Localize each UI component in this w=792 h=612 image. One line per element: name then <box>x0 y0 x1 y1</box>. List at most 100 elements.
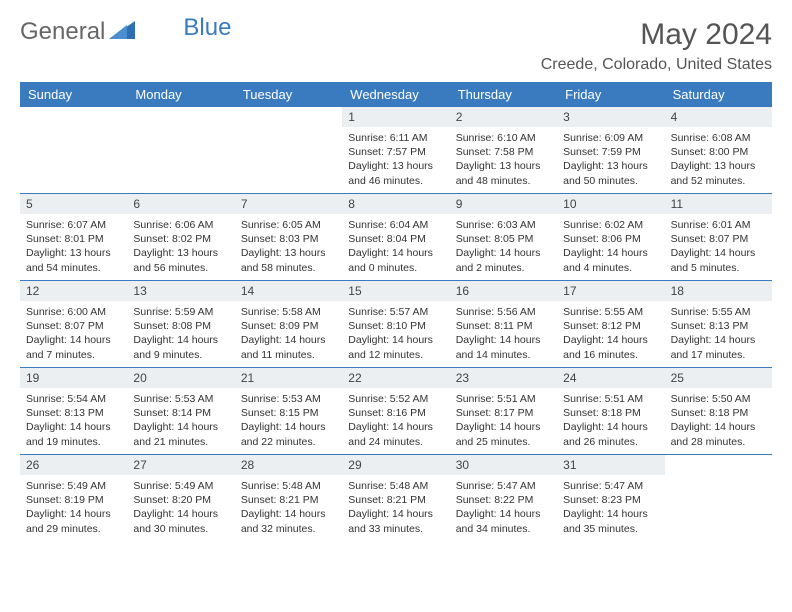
sunset-text: Sunset: 7:57 PM <box>348 145 443 159</box>
day-body: Sunrise: 5:47 AMSunset: 8:22 PMDaylight:… <box>450 475 557 540</box>
day-cell: 25Sunrise: 5:50 AMSunset: 8:18 PMDayligh… <box>665 368 772 454</box>
day-body: Sunrise: 5:49 AMSunset: 8:19 PMDaylight:… <box>20 475 127 540</box>
day-number <box>127 107 234 113</box>
day-cell: 27Sunrise: 5:49 AMSunset: 8:20 PMDayligh… <box>127 455 234 541</box>
day-number: 16 <box>450 281 557 301</box>
location: Creede, Colorado, United States <box>541 56 772 74</box>
sunrise-text: Sunrise: 5:53 AM <box>241 392 336 406</box>
sunrise-text: Sunrise: 6:06 AM <box>133 218 228 232</box>
day-cell: 5Sunrise: 6:07 AMSunset: 8:01 PMDaylight… <box>20 194 127 280</box>
sunrise-text: Sunrise: 6:00 AM <box>26 305 121 319</box>
day-cell: 7Sunrise: 6:05 AMSunset: 8:03 PMDaylight… <box>235 194 342 280</box>
day-body: Sunrise: 5:51 AMSunset: 8:17 PMDaylight:… <box>450 388 557 453</box>
sunrise-text: Sunrise: 6:03 AM <box>456 218 551 232</box>
day-body: Sunrise: 6:02 AMSunset: 8:06 PMDaylight:… <box>557 214 664 279</box>
day-number: 26 <box>20 455 127 475</box>
day-number: 11 <box>665 194 772 214</box>
sunset-text: Sunset: 8:07 PM <box>671 232 766 246</box>
day-number: 15 <box>342 281 449 301</box>
day-number: 24 <box>557 368 664 388</box>
day-cell: 16Sunrise: 5:56 AMSunset: 8:11 PMDayligh… <box>450 281 557 367</box>
day-number <box>20 107 127 113</box>
sunset-text: Sunset: 8:21 PM <box>348 493 443 507</box>
day-cell: 21Sunrise: 5:53 AMSunset: 8:15 PMDayligh… <box>235 368 342 454</box>
day-header: Wednesday <box>342 82 449 107</box>
day-number: 29 <box>342 455 449 475</box>
daylight-text: Daylight: 14 hours and 17 minutes. <box>671 333 766 361</box>
logo-text-general: General <box>20 18 105 46</box>
day-number: 20 <box>127 368 234 388</box>
day-cell: 28Sunrise: 5:48 AMSunset: 8:21 PMDayligh… <box>235 455 342 541</box>
day-number: 1 <box>342 107 449 127</box>
sunrise-text: Sunrise: 5:55 AM <box>563 305 658 319</box>
daylight-text: Daylight: 13 hours and 48 minutes. <box>456 159 551 187</box>
day-cell: 30Sunrise: 5:47 AMSunset: 8:22 PMDayligh… <box>450 455 557 541</box>
day-body: Sunrise: 5:49 AMSunset: 8:20 PMDaylight:… <box>127 475 234 540</box>
day-body: Sunrise: 5:48 AMSunset: 8:21 PMDaylight:… <box>342 475 449 540</box>
sunrise-text: Sunrise: 5:54 AM <box>26 392 121 406</box>
daylight-text: Daylight: 13 hours and 52 minutes. <box>671 159 766 187</box>
sunrise-text: Sunrise: 6:08 AM <box>671 131 766 145</box>
sunset-text: Sunset: 8:08 PM <box>133 319 228 333</box>
day-cell: 22Sunrise: 5:52 AMSunset: 8:16 PMDayligh… <box>342 368 449 454</box>
day-header-row: SundayMondayTuesdayWednesdayThursdayFrid… <box>20 82 772 107</box>
day-cell: 10Sunrise: 6:02 AMSunset: 8:06 PMDayligh… <box>557 194 664 280</box>
daylight-text: Daylight: 14 hours and 5 minutes. <box>671 246 766 274</box>
sunset-text: Sunset: 8:18 PM <box>671 406 766 420</box>
day-number: 17 <box>557 281 664 301</box>
day-number: 2 <box>450 107 557 127</box>
sunrise-text: Sunrise: 5:59 AM <box>133 305 228 319</box>
sunrise-text: Sunrise: 6:05 AM <box>241 218 336 232</box>
sunrise-text: Sunrise: 6:01 AM <box>671 218 766 232</box>
sunset-text: Sunset: 8:21 PM <box>241 493 336 507</box>
day-number: 8 <box>342 194 449 214</box>
day-body: Sunrise: 6:08 AMSunset: 8:00 PMDaylight:… <box>665 127 772 192</box>
day-cell: 9Sunrise: 6:03 AMSunset: 8:05 PMDaylight… <box>450 194 557 280</box>
daylight-text: Daylight: 14 hours and 22 minutes. <box>241 420 336 448</box>
sunrise-text: Sunrise: 6:07 AM <box>26 218 121 232</box>
week-row: 26Sunrise: 5:49 AMSunset: 8:19 PMDayligh… <box>20 454 772 541</box>
day-body: Sunrise: 5:55 AMSunset: 8:12 PMDaylight:… <box>557 301 664 366</box>
daylight-text: Daylight: 14 hours and 29 minutes. <box>26 507 121 535</box>
daylight-text: Daylight: 13 hours and 54 minutes. <box>26 246 121 274</box>
day-number: 30 <box>450 455 557 475</box>
sunrise-text: Sunrise: 6:10 AM <box>456 131 551 145</box>
day-body: Sunrise: 5:50 AMSunset: 8:18 PMDaylight:… <box>665 388 772 453</box>
day-cell: 13Sunrise: 5:59 AMSunset: 8:08 PMDayligh… <box>127 281 234 367</box>
day-header: Sunday <box>20 82 127 107</box>
sunset-text: Sunset: 8:13 PM <box>26 406 121 420</box>
day-body: Sunrise: 6:06 AMSunset: 8:02 PMDaylight:… <box>127 214 234 279</box>
sunrise-text: Sunrise: 5:56 AM <box>456 305 551 319</box>
day-cell: 12Sunrise: 6:00 AMSunset: 8:07 PMDayligh… <box>20 281 127 367</box>
logo-text-blue: Blue <box>183 14 231 42</box>
day-number: 27 <box>127 455 234 475</box>
sunset-text: Sunset: 8:14 PM <box>133 406 228 420</box>
day-number: 13 <box>127 281 234 301</box>
day-number: 5 <box>20 194 127 214</box>
day-number: 10 <box>557 194 664 214</box>
day-number: 21 <box>235 368 342 388</box>
day-cell <box>235 107 342 193</box>
sunrise-text: Sunrise: 6:02 AM <box>563 218 658 232</box>
day-cell: 14Sunrise: 5:58 AMSunset: 8:09 PMDayligh… <box>235 281 342 367</box>
daylight-text: Daylight: 14 hours and 33 minutes. <box>348 507 443 535</box>
daylight-text: Daylight: 14 hours and 0 minutes. <box>348 246 443 274</box>
day-number: 14 <box>235 281 342 301</box>
day-body: Sunrise: 5:47 AMSunset: 8:23 PMDaylight:… <box>557 475 664 540</box>
sunrise-text: Sunrise: 5:47 AM <box>563 479 658 493</box>
daylight-text: Daylight: 14 hours and 35 minutes. <box>563 507 658 535</box>
sunset-text: Sunset: 8:05 PM <box>456 232 551 246</box>
day-body: Sunrise: 6:05 AMSunset: 8:03 PMDaylight:… <box>235 214 342 279</box>
day-body: Sunrise: 6:01 AMSunset: 8:07 PMDaylight:… <box>665 214 772 279</box>
daylight-text: Daylight: 14 hours and 34 minutes. <box>456 507 551 535</box>
sunrise-text: Sunrise: 5:47 AM <box>456 479 551 493</box>
sunrise-text: Sunrise: 5:52 AM <box>348 392 443 406</box>
day-number <box>235 107 342 113</box>
sunrise-text: Sunrise: 5:57 AM <box>348 305 443 319</box>
day-cell: 6Sunrise: 6:06 AMSunset: 8:02 PMDaylight… <box>127 194 234 280</box>
sunset-text: Sunset: 8:04 PM <box>348 232 443 246</box>
day-cell <box>20 107 127 193</box>
day-cell: 15Sunrise: 5:57 AMSunset: 8:10 PMDayligh… <box>342 281 449 367</box>
day-header: Tuesday <box>235 82 342 107</box>
day-body: Sunrise: 5:54 AMSunset: 8:13 PMDaylight:… <box>20 388 127 453</box>
